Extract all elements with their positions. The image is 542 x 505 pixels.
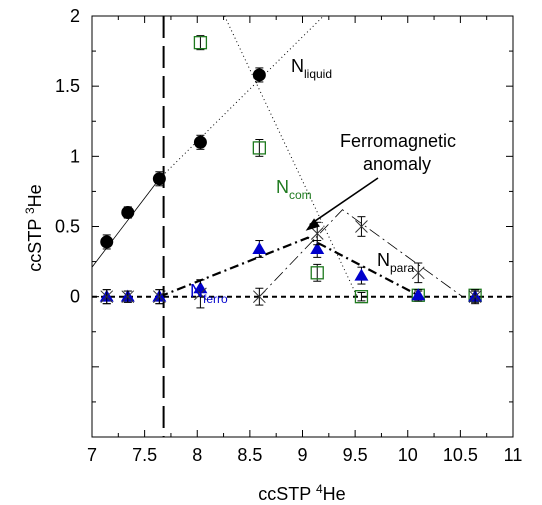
label-n-ferro: Nferro <box>190 281 228 306</box>
line-dash-dot-thin-5 <box>259 209 463 298</box>
marker-circle <box>152 172 166 186</box>
data-points <box>99 35 483 309</box>
marker-x-b <box>355 220 368 233</box>
point-para-7 <box>411 262 425 284</box>
point-para-6 <box>355 216 368 237</box>
point-com-3 <box>354 290 369 304</box>
point-com-1 <box>252 138 266 157</box>
marker-triangle <box>310 241 325 254</box>
marker-triangle <box>252 241 267 254</box>
point-com-2 <box>310 263 324 282</box>
marker-x-b <box>411 266 425 280</box>
y-tick-label: 0.5 <box>55 217 80 237</box>
point-ferro-6 <box>354 266 369 285</box>
point-liquid-3 <box>193 134 207 150</box>
line-dotted-1 <box>159 16 324 180</box>
marker-x-b <box>121 290 135 304</box>
label-n-para: Npara <box>377 250 414 275</box>
x-tick-label: 7 <box>87 445 97 465</box>
point-para-0 <box>100 289 114 305</box>
marker-circle <box>252 68 266 82</box>
reference-lines <box>92 16 513 437</box>
x-tick-label: 11 <box>504 445 523 465</box>
marker-square <box>252 141 266 155</box>
point-para-2 <box>153 289 166 305</box>
chart-text: ccSTP 4He ccSTP 3He Nliquid Ncom Nferro … <box>23 56 456 504</box>
x-tick-label: 8 <box>192 445 202 465</box>
y-tick-label: 1 <box>70 146 80 166</box>
y-axis-title: ccSTP 3He <box>23 184 45 271</box>
line-solid-thin-0 <box>92 178 160 268</box>
point-liquid-1 <box>121 205 135 219</box>
marker-circle <box>121 205 135 219</box>
annotation-ferromagnetic: Ferromagnetic <box>340 131 456 151</box>
marker-triangle <box>411 288 426 301</box>
x-tick-label: 10 <box>398 445 418 465</box>
point-para-8 <box>468 289 482 305</box>
x-tick-label: 7.5 <box>132 445 157 465</box>
marker-x-b <box>153 290 166 304</box>
annotation-anomaly: anomaly <box>363 154 431 174</box>
y-tick-label: 0 <box>70 287 80 307</box>
label-n-liquid: Nliquid <box>291 56 332 81</box>
marker-x-b <box>468 290 482 304</box>
marker-x-b <box>100 290 114 304</box>
plot-frame: 7 7.5 8 8.5 9 9.5 10 10.5 11 0 0.5 1 1.5 2 <box>55 6 522 465</box>
x-tick-label: 9.5 <box>343 445 368 465</box>
point-ferro-4 <box>252 240 267 258</box>
marker-square <box>310 266 324 280</box>
marker-square <box>193 36 208 50</box>
x-tick-label: 9 <box>297 445 307 465</box>
marker-x-b <box>194 287 207 301</box>
marker-x-b <box>310 227 324 240</box>
marker-square <box>354 290 369 304</box>
x-axis-title: ccSTP 4He <box>258 482 345 504</box>
annotation-arrow-head <box>305 218 320 231</box>
marker-circle <box>100 235 114 249</box>
marker-triangle <box>354 268 369 281</box>
point-liquid-2 <box>152 171 166 187</box>
point-para-1 <box>121 290 135 304</box>
line-dash-dot-bold-4 <box>158 236 419 298</box>
label-n-com: Ncom <box>276 177 312 202</box>
y-tick-label: 2 <box>70 6 80 26</box>
x-tick-label: 8.5 <box>237 445 262 465</box>
point-com-0 <box>193 35 208 51</box>
plot-border <box>91 15 514 438</box>
x-tick-label: 10.5 <box>443 445 478 465</box>
y-tick-label: 1.5 <box>55 76 80 96</box>
annotation-arrow-shaft <box>309 177 379 226</box>
point-liquid-0 <box>100 234 114 250</box>
point-para-4 <box>252 287 266 306</box>
point-ferro-7 <box>411 288 426 302</box>
point-para-3 <box>194 279 207 309</box>
point-liquid-4 <box>252 67 266 83</box>
marker-circle <box>193 135 207 149</box>
marker-x-b <box>252 290 266 304</box>
